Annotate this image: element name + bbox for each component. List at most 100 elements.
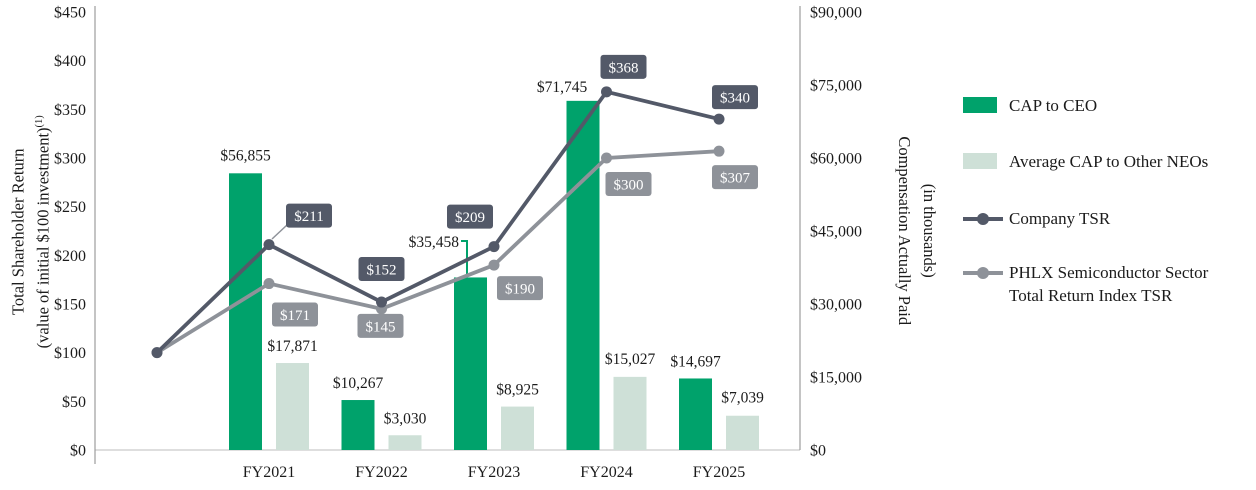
value-badge (712, 85, 758, 110)
bar-value-label: $3,030 (384, 410, 427, 427)
bar-avg-cap-neo-fy2023 (501, 406, 534, 450)
right-axis-tick: $90,000 (810, 5, 862, 22)
company-tsr-point (376, 296, 387, 308)
bar-value-label: $14,697 (670, 353, 721, 370)
bar-value-label: $17,871 (267, 338, 317, 355)
value-badge (272, 302, 318, 327)
bar-value-label: $35,458 (409, 234, 460, 251)
badge-value-label: $211 (294, 209, 323, 225)
right-axis-tick: $30,000 (810, 297, 862, 314)
legend-label-company-tsr: Company TSR (1009, 209, 1111, 228)
right-axis-tick: $45,000 (810, 224, 862, 241)
bar-value-label: $10,267 (333, 375, 384, 392)
right-axis-tick: $60,000 (810, 151, 862, 168)
company-tsr-line (155, 89, 721, 355)
legend-item-phlx-tsr: PHLX Semiconductor Sector Total Return I… (963, 261, 1255, 307)
left-axis-tick: $350 (54, 102, 86, 119)
phlx-tsr-point (263, 278, 275, 290)
badge-value-label: $300 (614, 178, 644, 194)
company-tsr-dot-icon (977, 213, 989, 225)
phlx-tsr-dot-icon (977, 267, 989, 279)
value-badge (286, 203, 332, 228)
left-axis-tick: $200 (54, 248, 86, 265)
value-badge (447, 204, 493, 229)
legend-item-cap-to-ceo: CAP to CEO (963, 94, 1255, 117)
legend-item-company-tsr: Company TSR (963, 207, 1255, 230)
left-axis-tick: $50 (62, 394, 86, 411)
left-axis-title-line2: (value of initial $100 investment)(1) (33, 115, 52, 349)
value-badge (357, 313, 404, 338)
x-axis-label: FY2021 (243, 464, 295, 481)
bar-cap-to-ceo-fy2024 (566, 100, 600, 450)
company-tsr-line-icon (963, 213, 1003, 225)
left-axis-tick: $150 (54, 297, 86, 314)
bar-value-label: $56,855 (220, 147, 271, 164)
bar-avg-cap-neo-fy2024 (613, 376, 647, 450)
right-axis-title-line2: (in thousands) (919, 183, 939, 278)
bar-avg-cap-neo-fy2025 (726, 415, 759, 450)
x-axis-label: FY2023 (468, 464, 520, 481)
badge-value-label: $368 (609, 60, 639, 76)
company-tsr-point (263, 239, 275, 251)
legend-label-phlx-tsr: PHLX Semiconductor Sector Total Return I… (1009, 261, 1208, 307)
right-axis-tick: $0 (810, 443, 826, 460)
bar-cap-to-ceo-fy2023 (454, 277, 487, 450)
x-axis-label: FY2022 (355, 464, 407, 481)
company-tsr-point (151, 347, 163, 359)
left-axis-title-footnote: (1) (33, 115, 45, 128)
neo-swatch-icon (963, 153, 997, 169)
phlx-tsr-line (155, 149, 721, 355)
bar-cap-to-ceo-fy2022 (341, 400, 375, 450)
bar-avg-cap-neo-fy2022 (388, 435, 422, 450)
badge-value-label: $145 (366, 319, 396, 335)
x-axis-label: FY2024 (580, 464, 632, 481)
company-tsr-point (601, 86, 612, 98)
left-axis-tick: $0 (70, 443, 86, 460)
bar-cap-to-ceo-fy2021 (229, 173, 262, 450)
value-badge (605, 172, 652, 196)
legend-label-cap-to-ceo: CAP to CEO (1009, 96, 1098, 115)
value-badge (358, 257, 405, 282)
legend-label-phlx-line1: PHLX Semiconductor Sector (1009, 263, 1209, 282)
badge-value-label: $171 (280, 308, 310, 324)
badge-value-label: $190 (505, 282, 535, 298)
badge-value-label: $152 (367, 263, 397, 279)
phlx-tsr-point (488, 259, 500, 271)
phlx-tsr-point (713, 145, 725, 157)
right-axis-title-line1: Compensation Actually Paid (895, 136, 914, 326)
bar-avg-cap-neo-fy2021 (276, 363, 309, 450)
leader-line (271, 224, 288, 240)
left-axis-title-line1: Total Shareholder Return (8, 148, 28, 316)
x-axis-label: FY2025 (693, 464, 745, 481)
company-tsr-point (488, 241, 500, 253)
ceo-swatch-icon (963, 97, 997, 113)
badge-value-label: $307 (720, 171, 751, 187)
left-axis-tick: $100 (54, 345, 86, 362)
left-axis-tick: $300 (54, 151, 86, 168)
right-axis-title: (in thousands) Compensation Actually Pai… (891, 11, 941, 451)
company-tsr-point (713, 113, 725, 125)
badge-value-label: $340 (720, 91, 750, 107)
legend-label-avg-cap-neos: Average CAP to Other NEOs (1009, 152, 1209, 171)
bar-value-label: $7,039 (721, 390, 764, 407)
right-axis-tick: $15,000 (810, 370, 862, 387)
legend-item-avg-cap-neos: Average CAP to Other NEOs (963, 150, 1255, 173)
left-axis-tick: $250 (54, 199, 86, 216)
value-badge (600, 54, 647, 79)
bar-cap-to-ceo-fy2025 (679, 378, 712, 450)
value-badge (712, 165, 758, 190)
left-axis-tick: $400 (54, 53, 86, 70)
chart-legend: CAP to CEO Average CAP to Other NEOs Com… (963, 94, 1255, 340)
phlx-tsr-point (601, 152, 612, 164)
value-badge (497, 276, 543, 301)
phlx-tsr-line-icon (963, 267, 1003, 279)
left-axis-tick: $450 (54, 5, 86, 22)
bar-value-label: $8,925 (496, 382, 539, 399)
callout-bracket-line (461, 240, 468, 277)
right-axis-tick: $75,000 (810, 78, 862, 95)
legend-label-phlx-line2: Total Return Index TSR (1009, 286, 1173, 305)
bar-value-label: $15,027 (605, 351, 656, 368)
bar-value-label: $71,745 (537, 79, 588, 96)
